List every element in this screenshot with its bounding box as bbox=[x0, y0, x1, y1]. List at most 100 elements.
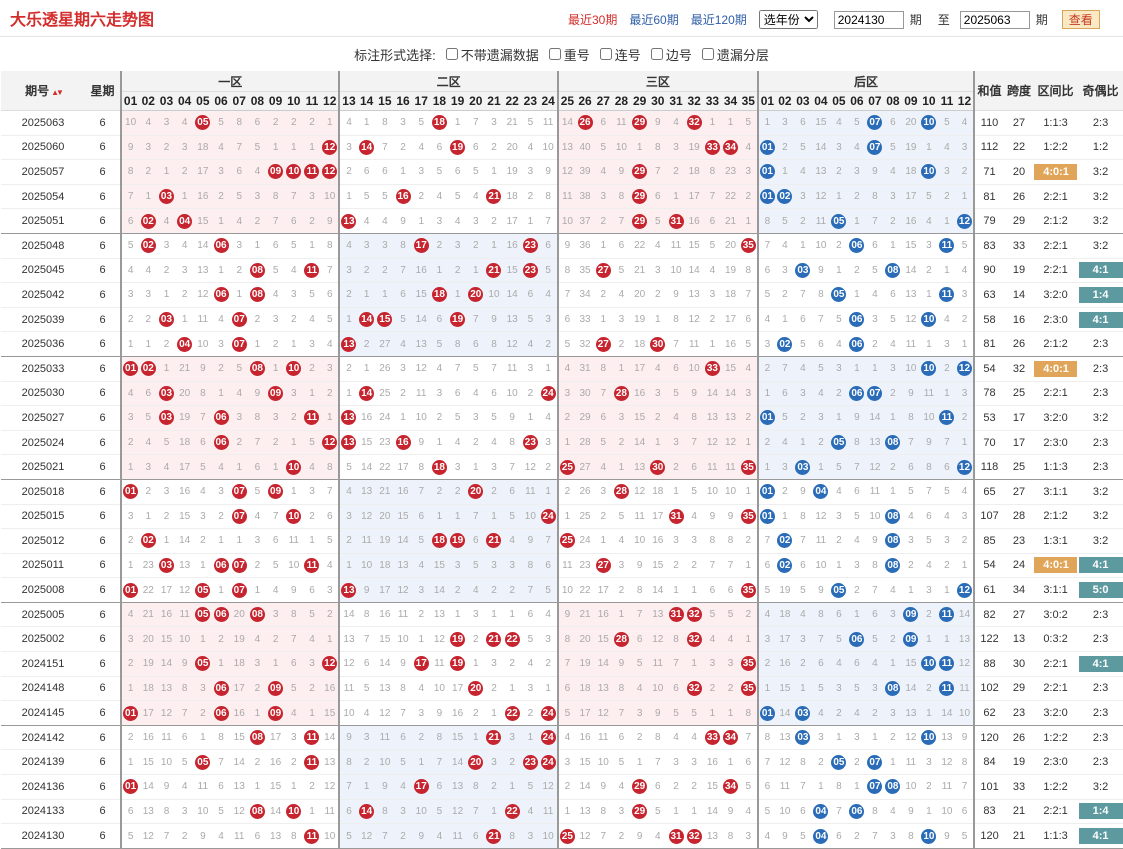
back-cell: 3 bbox=[811, 405, 830, 431]
header-odd-even: 奇偶比 bbox=[1077, 71, 1123, 111]
front-cell: 13 bbox=[412, 331, 431, 357]
query-button[interactable]: 查看 bbox=[1061, 10, 1100, 29]
to-issue-input[interactable] bbox=[959, 10, 1030, 29]
front-cell: 6 bbox=[612, 725, 631, 751]
front-cell: 2 bbox=[594, 282, 613, 308]
front-cell: 19 bbox=[175, 405, 194, 431]
odd-even-tag: 4:1 bbox=[1078, 828, 1123, 845]
back-cell: 5 bbox=[847, 676, 866, 702]
back-ball: 11 bbox=[939, 410, 955, 426]
year-select[interactable]: 选年份 bbox=[758, 10, 818, 29]
front-cell: 2 bbox=[284, 405, 303, 431]
front-cell: 1 bbox=[521, 725, 540, 751]
front-cell: 01 bbox=[119, 774, 140, 800]
back-ball: 08 bbox=[885, 557, 901, 573]
sum-cell: 90 bbox=[973, 258, 1005, 284]
front-cell: 13 bbox=[338, 405, 358, 431]
back-cell: 3 bbox=[829, 676, 848, 702]
zone-ratio-cell: 1:1:3 bbox=[1034, 454, 1078, 480]
back-ball: 02 bbox=[777, 557, 793, 573]
table-row: 2025039 6 2 2 03 1 11 4 07 2 3 2 4 5 1 14 15 5 14 6 19 7 9 13 5 3… bbox=[1, 307, 1123, 333]
back-cell: 8 bbox=[829, 774, 848, 800]
front-cell: 4 bbox=[448, 430, 467, 456]
front-cell: 16 bbox=[321, 676, 340, 702]
option-repeat[interactable]: 重号 bbox=[548, 45, 590, 64]
front-cell: 2 bbox=[521, 381, 540, 407]
front-cell: 16 bbox=[157, 602, 176, 628]
front-cell: 4 bbox=[556, 725, 576, 751]
front-cell: 8 bbox=[666, 626, 686, 653]
back-cell: 2 bbox=[829, 233, 848, 259]
header-week: 星期 bbox=[85, 71, 121, 111]
front-cell: 6 bbox=[466, 135, 485, 161]
zone-ratio-cell: 1:1:3 bbox=[1034, 110, 1078, 136]
front-cell: 5 bbox=[302, 602, 322, 628]
front-cell: 8 bbox=[321, 233, 340, 259]
front-ball: 02 bbox=[140, 361, 156, 377]
back-cell: 4 bbox=[756, 602, 776, 628]
front-cell: 4 bbox=[648, 233, 667, 259]
front-cell: 22 bbox=[503, 626, 522, 653]
front-cell: 4 bbox=[630, 676, 649, 702]
option-edge-checkbox[interactable] bbox=[650, 48, 663, 60]
front-cell: 14 bbox=[556, 110, 576, 136]
back-ball: 05 bbox=[831, 287, 847, 303]
option-miss-layer[interactable]: 遗漏分层 bbox=[701, 45, 769, 64]
front-cell: 1 bbox=[521, 208, 540, 234]
back-cell: 2 bbox=[756, 651, 776, 677]
option-edge[interactable]: 边号 bbox=[650, 45, 692, 64]
back-cell: 8 bbox=[756, 725, 776, 751]
back-cell: 05 bbox=[829, 282, 848, 308]
back-cell: 1 bbox=[793, 676, 812, 702]
back-cell: 06 bbox=[847, 233, 866, 259]
front-cell: 36 bbox=[575, 233, 595, 259]
back-cell: 1 bbox=[756, 454, 776, 480]
front-cell: 1 bbox=[430, 258, 449, 284]
from-issue-input[interactable] bbox=[833, 10, 904, 29]
front-cell: 17 bbox=[412, 233, 431, 259]
front-cell: 33 bbox=[703, 135, 722, 161]
front-cell: 13 bbox=[703, 405, 722, 431]
back-cell: 5 bbox=[756, 577, 776, 603]
front-cell: 17 bbox=[412, 774, 431, 800]
sort-icon[interactable]: ▲▼ bbox=[51, 88, 64, 97]
sum-cell: 82 bbox=[973, 602, 1005, 628]
option-consecutive[interactable]: 连号 bbox=[599, 45, 641, 64]
front-cell: 2 bbox=[157, 258, 176, 284]
front-cell: 5 bbox=[284, 233, 303, 259]
front-cell: 3 bbox=[375, 233, 394, 259]
span-cell: 14 bbox=[1004, 282, 1035, 308]
front-cell: 18 bbox=[430, 528, 449, 554]
back-cell: 11 bbox=[901, 749, 920, 776]
front-cell: 6 bbox=[466, 823, 485, 849]
back-cell: 2 bbox=[919, 774, 938, 800]
front-cell: 2 bbox=[211, 184, 231, 210]
front-cell: 1 bbox=[466, 725, 485, 751]
back-cell: 6 bbox=[793, 553, 812, 579]
front-ball: 01 bbox=[123, 705, 139, 721]
range-link-120[interactable]: 最近120期 bbox=[690, 13, 747, 27]
option-no-miss[interactable]: 不带遗漏数据 bbox=[445, 45, 539, 64]
back-cell: 12 bbox=[955, 577, 975, 603]
back-cell: 08 bbox=[883, 258, 902, 284]
front-cell: 2 bbox=[119, 528, 140, 554]
front-ball: 24 bbox=[540, 705, 556, 721]
option-repeat-checkbox[interactable] bbox=[548, 48, 561, 60]
range-link-60[interactable]: 最近60期 bbox=[629, 13, 679, 27]
range-link-30[interactable]: 最近30期 bbox=[568, 13, 618, 27]
front-cell: 6 bbox=[302, 577, 322, 603]
front-cell: 17 bbox=[503, 208, 522, 234]
back-cell: 2 bbox=[775, 282, 794, 308]
issue-cell: 2024139 bbox=[1, 749, 85, 776]
option-no-miss-checkbox[interactable] bbox=[445, 48, 458, 60]
option-consecutive-checkbox[interactable] bbox=[599, 48, 612, 60]
front-ball: 28 bbox=[613, 484, 629, 500]
front-cell: 07 bbox=[230, 504, 249, 530]
back-cell: 16 bbox=[775, 651, 794, 677]
option-miss-layer-checkbox[interactable] bbox=[701, 48, 714, 60]
front-cell: 2 bbox=[211, 504, 231, 530]
issue-cell: 2025045 bbox=[1, 258, 85, 284]
header-back: 后区 bbox=[756, 71, 975, 92]
front-cell: 21 bbox=[175, 356, 194, 382]
header-issue[interactable]: 期号 ▲▼ bbox=[1, 71, 85, 111]
